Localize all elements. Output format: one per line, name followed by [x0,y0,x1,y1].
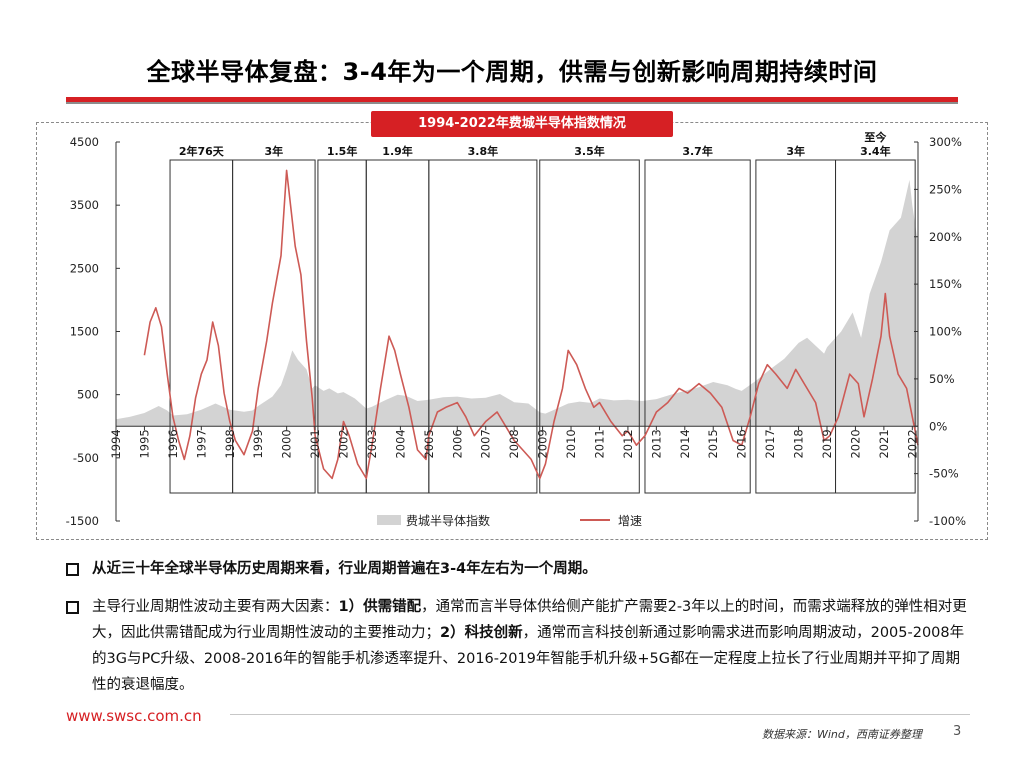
x-tick-label: 2011 [592,429,606,458]
left-tick-label: -500 [73,451,99,465]
right-tick-label: 250% [929,182,962,196]
x-tick-label: 2022 [905,429,919,458]
x-tick-label: 2004 [393,429,407,458]
title-divider-gray [66,102,958,104]
bullet-2-segment: 1）供需错配 [338,599,422,615]
x-tick-label: 2009 [536,429,550,458]
left-tick-label: 3500 [70,198,99,212]
x-tick-label: 2001 [308,429,322,458]
bullet-2-segment: 2）科技创新 [440,625,523,641]
cycle-label: 1.9年 [382,144,413,158]
right-tick-label: 0% [929,419,947,433]
data-source: 数据来源：Wind，西南证券整理 [762,728,922,741]
page-title: 全球半导体复盘：3-4年为一个周期，供需与创新影响周期持续时间 [146,58,878,86]
bullet-2-segment: ，通常而言科技创新通过影响需求进而影响周期波动，2005-2008年的3G与PC… [92,625,965,693]
title-divider [66,97,958,104]
right-tick-label: 300% [929,135,962,149]
cycle-label: 3年 [265,144,284,158]
title-divider-red [66,97,958,104]
cycle-label: 3年 [786,144,805,158]
cycle-box [428,159,538,494]
x-tick-label: 1996 [166,429,180,458]
footer-url[interactable]: www.swsc.com.cn [66,707,202,725]
x-tick-label: 2012 [621,429,635,458]
x-tick-label: 2003 [365,429,379,458]
left-tick-label: 500 [77,388,99,402]
x-tick-label: 2010 [564,429,578,458]
x-tick-label: 1995 [137,429,151,458]
left-tick-label: -1500 [66,514,99,528]
cycle-label: 3.5年 [574,144,605,158]
bullet-2-segment: 主导行业周期性波动主要有两大因素： [92,599,339,615]
bullet-square-icon [66,563,79,576]
x-tick-label: 2014 [678,429,692,458]
x-tick-label: 2005 [422,429,436,458]
x-tick-label: 2008 [507,429,521,458]
left-tick-label: 2500 [70,261,99,275]
x-tick-label: 1997 [194,429,208,458]
index-area [116,179,918,427]
x-tick-label: 2020 [848,429,862,458]
x-tick-label: 2002 [337,429,351,458]
x-tick-label: 2007 [479,429,493,458]
x-tick-label: 1999 [251,429,265,458]
left-tick-label: 1500 [70,325,99,339]
x-tick-label: 2015 [706,429,720,458]
bullet-2-text: 主导行业周期性波动主要有两大因素：1）供需错配，通常而言半导体供给侧产能扩产需要… [92,594,972,698]
x-tick-label: 2006 [450,429,464,458]
cycle-box [232,159,316,494]
right-tick-label: 150% [929,277,962,291]
cycle-label-top: 至今 [864,130,887,144]
right-tick-label: 50% [929,372,955,386]
x-tick-label: 2016 [735,429,749,458]
bullet-square-icon [66,601,79,614]
cycle-label: 3.4年 [860,144,891,158]
page-number: 3 [953,724,962,739]
cycle-label: 1.5年 [327,144,358,158]
x-tick-label: 2021 [877,429,891,458]
cycle-label: 3.8年 [468,144,499,158]
right-tick-label: -50% [929,467,959,481]
chart-title: 1994-2022年费城半导体指数情况 [371,111,673,137]
x-tick-label: 2019 [820,429,834,458]
x-tick-label: 1998 [223,429,237,458]
bullet-1-segment: 从近三十年全球半导体历史周期来看，行业周期普遍在3-4年左右为一个周期。 [92,561,597,577]
bullet-1-text: 从近三十年全球半导体历史周期来看，行业周期普遍在3-4年左右为一个周期。 [92,556,972,582]
footer-divider [230,714,970,715]
left-tick-label: 4500 [70,135,99,149]
x-tick-label: 2013 [649,429,663,458]
right-tick-label: 100% [929,325,962,339]
x-tick-label: 2000 [280,429,294,458]
cycle-label: 3.7年 [682,144,713,158]
right-tick-label: 200% [929,230,962,244]
cycle-box [835,159,916,494]
cycle-label: 2年76天 [179,144,225,158]
cycle-box [539,159,640,494]
legend-area-swatch [377,515,401,525]
cycle-box [644,159,751,494]
legend-line-label: 增速 [618,514,642,528]
right-tick-label: -100% [929,514,966,528]
x-tick-label: 2018 [792,429,806,458]
bullet-2-segment: ，通常而言半导体供给侧产能扩产需要2-3年以上的时间，而需求端释放的弹性相对更大… [92,599,967,641]
growth-line [143,169,919,480]
x-tick-label: 1994 [109,429,123,458]
legend-area-label: 费城半导体指数 [406,513,490,528]
x-tick-label: 2017 [763,429,777,458]
